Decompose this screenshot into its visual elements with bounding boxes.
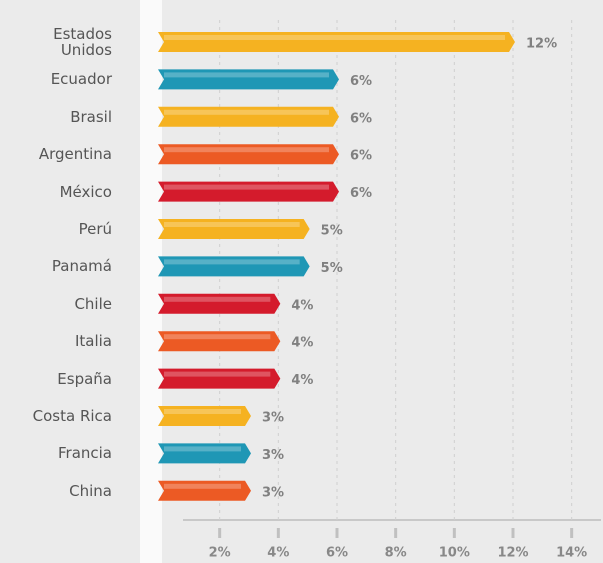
value-label: 3% — [262, 485, 284, 500]
value-label: 3% — [262, 411, 284, 426]
bar — [158, 293, 281, 314]
bar-highlight — [164, 259, 300, 265]
bar — [158, 368, 281, 389]
bar-highlight — [164, 371, 271, 377]
category-label: Perú — [78, 220, 112, 238]
value-label: 4% — [291, 298, 313, 313]
value-label: 12% — [526, 37, 557, 52]
value-label: 5% — [321, 224, 343, 239]
bar — [158, 406, 251, 426]
category-label: España — [57, 369, 112, 388]
category-label: China — [69, 481, 112, 500]
x-tick-label: 2% — [209, 546, 231, 561]
bar-highlight — [164, 409, 241, 414]
category-label: Brasil — [70, 107, 112, 126]
divider-stripe — [140, 0, 162, 563]
x-tick-label: 12% — [497, 546, 528, 561]
bar-highlight — [164, 35, 505, 40]
x-tick-label: 6% — [326, 546, 348, 561]
category-label: Argentina — [38, 145, 112, 164]
bar — [158, 331, 281, 352]
bar — [158, 106, 339, 127]
value-label: 6% — [350, 149, 372, 164]
value-label: 4% — [291, 336, 313, 351]
value-label: 4% — [291, 373, 313, 388]
bar — [158, 443, 251, 464]
bar-highlight — [164, 296, 271, 302]
value-label: 6% — [350, 186, 372, 201]
category-label: México — [59, 182, 112, 201]
bar — [158, 256, 310, 277]
category-label: Italia — [74, 332, 112, 351]
bar — [158, 480, 251, 501]
bar-highlight — [164, 334, 271, 340]
bar-highlight — [164, 184, 329, 190]
bar-highlight — [164, 446, 241, 452]
bar-highlight — [164, 72, 329, 78]
value-label: 6% — [350, 111, 372, 126]
value-label: 3% — [262, 448, 284, 463]
category-label: Francia — [57, 444, 112, 463]
bar — [158, 219, 310, 239]
bar-highlight — [164, 222, 300, 227]
x-tick-label: 8% — [385, 546, 407, 561]
value-label: 6% — [350, 74, 372, 89]
value-label: 5% — [321, 261, 343, 276]
category-label: Panamá — [51, 257, 112, 276]
bar-highlight — [164, 483, 241, 489]
category-label: Chile — [74, 294, 112, 313]
category-label: Estados Unidos — [53, 25, 112, 59]
bar — [158, 144, 339, 165]
x-tick-label: 10% — [439, 546, 470, 561]
category-label: Ecuador — [50, 70, 112, 89]
bar-highlight — [164, 147, 329, 153]
bar — [158, 32, 515, 52]
x-tick-label: 14% — [556, 546, 587, 561]
bar-highlight — [164, 109, 329, 115]
bar — [158, 181, 339, 202]
bar — [158, 69, 339, 90]
x-tick-label: 4% — [267, 546, 289, 561]
category-label: Costa Rica — [32, 407, 112, 425]
